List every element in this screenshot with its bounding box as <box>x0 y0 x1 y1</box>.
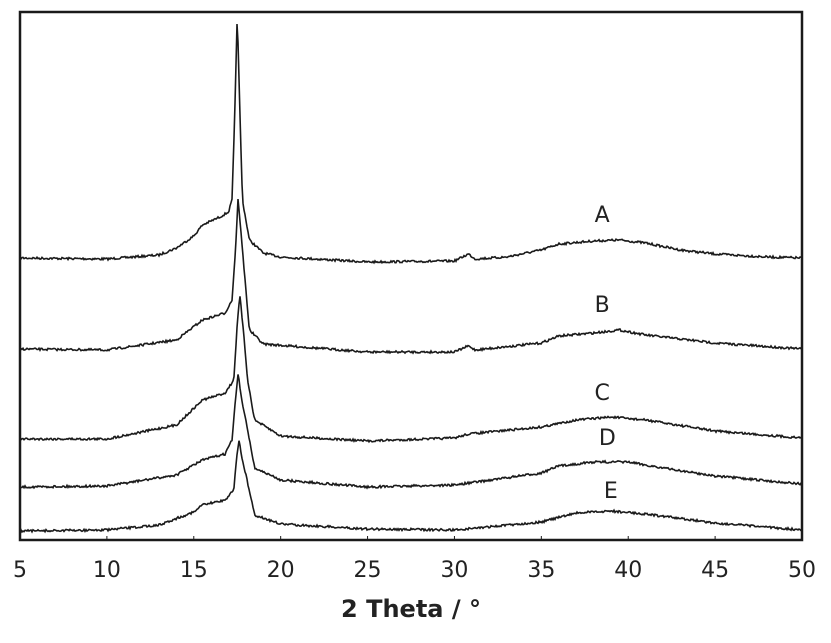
series-line-B <box>19 199 803 355</box>
series-layer <box>19 23 803 534</box>
series-label-C: C <box>594 381 609 406</box>
x-tick-label: 50 <box>788 558 816 583</box>
x-tick-label: 25 <box>354 558 382 583</box>
x-axis-title: 2 Theta / ° <box>341 595 481 623</box>
x-tick-label: 5 <box>13 558 27 583</box>
plot-frame <box>18 10 804 542</box>
x-tick-label: 15 <box>180 558 208 583</box>
x-tick-label: 30 <box>440 558 468 583</box>
series-label-B: B <box>595 293 610 318</box>
series-line-A <box>19 23 803 265</box>
x-tick-label: 40 <box>614 558 642 583</box>
x-tick-label: 45 <box>701 558 729 583</box>
x-tick-label: 35 <box>527 558 555 583</box>
x-tick-label: 10 <box>93 558 121 583</box>
series-label-D: D <box>599 426 616 451</box>
x-tick-label: 20 <box>267 558 295 583</box>
series-line-D <box>19 374 803 490</box>
series-line-E <box>19 440 803 534</box>
series-line-C <box>20 296 803 444</box>
x-axis-ticks: 5 10 15 20 25 30 35 40 45 50 <box>13 536 816 583</box>
series-label-E: E <box>604 479 618 504</box>
series-label-A: A <box>595 203 610 228</box>
series-labels: A B CD E <box>594 203 617 504</box>
